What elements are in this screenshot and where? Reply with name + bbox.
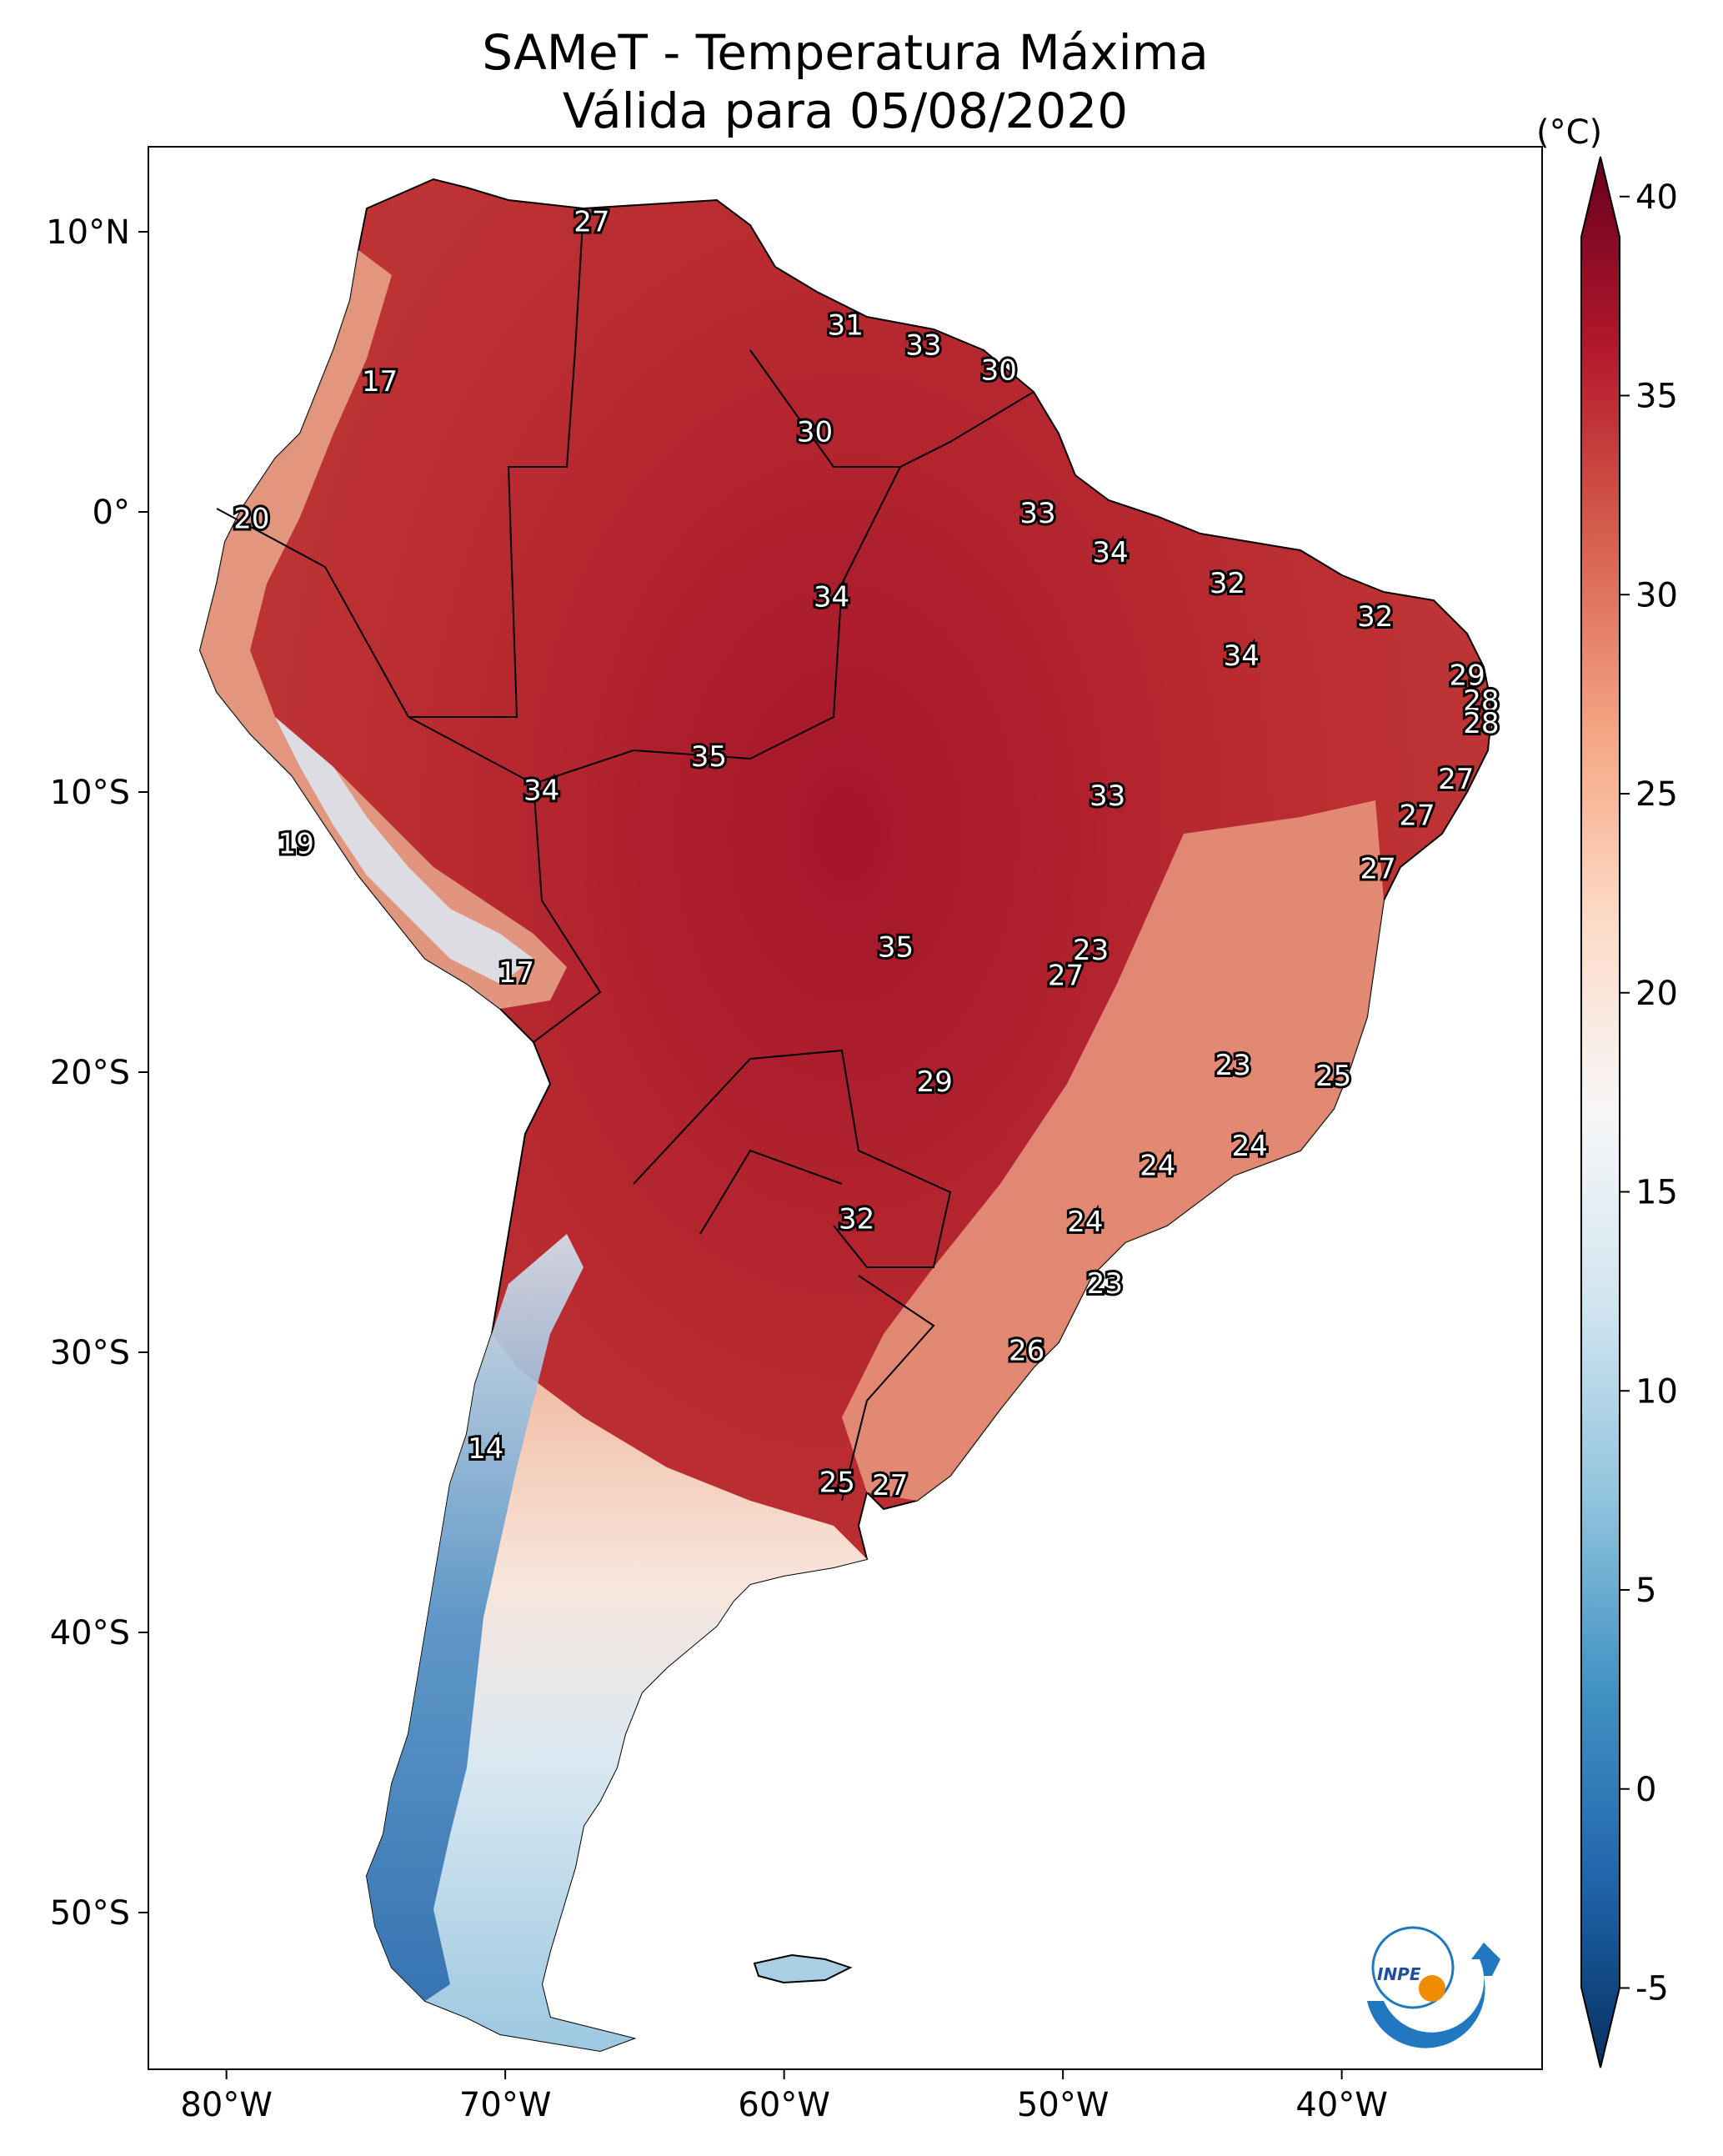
temperature-label: 24 [1139, 1150, 1175, 1183]
colorbar-tick-label: 10 [1635, 1372, 1678, 1411]
temperature-label: 32 [839, 1203, 874, 1236]
temperature-label: 19 [278, 827, 314, 860]
inpe-logo-circle [1371, 1926, 1455, 2009]
colorbar-ticks: 40 35 30 25 20 15 10 5 0 -5 [1620, 178, 1678, 2008]
lon-tick-label: 60°W [738, 2086, 829, 2124]
colorbar-tick-label: 0 [1635, 1771, 1656, 1809]
east-brazil-mild [842, 800, 1384, 1501]
lat-tick-label: 40°S [50, 1614, 130, 1652]
lon-tick-label: 70°W [459, 2086, 551, 2124]
colorbar-tick-label: 15 [1635, 1174, 1678, 1212]
temperature-label: 17 [362, 365, 398, 399]
temperature-label: 25 [819, 1466, 855, 1499]
temperature-label: 30 [797, 415, 833, 449]
temperature-label: 32 [1210, 567, 1245, 600]
lat-tick-label: 30°S [50, 1334, 130, 1372]
inpe-logo-text: INPE [1377, 1964, 1421, 1984]
colorbar-tick-label: 35 [1635, 378, 1678, 416]
lon-tick-label: 40°W [1295, 2086, 1387, 2124]
lon-tick-label: 80°W [180, 2086, 272, 2124]
colorbar-unit: (°C) [1536, 113, 1602, 152]
andes-cold-band [367, 1234, 584, 2001]
temperature-label: 24 [1067, 1206, 1103, 1239]
temperature-label: 25 [1315, 1060, 1351, 1093]
temperature-label: 34 [523, 775, 559, 808]
colorbar-tick-label: 20 [1635, 975, 1678, 1013]
latitude-ticks: 10°N 0° 10°S 20°S 30°S 40°S 50°S [46, 213, 148, 1933]
colorbar-tick-label: -5 [1635, 1970, 1669, 2008]
temperature-label: 27 [1048, 959, 1084, 992]
temperature-label: 20 [233, 503, 269, 536]
temperature-label: 27 [573, 205, 609, 238]
falkland-islands [753, 1953, 853, 1984]
temperature-label: 30 [981, 354, 1017, 388]
inpe-logo-sun [1419, 1975, 1445, 2002]
temperature-label: 28 [1463, 684, 1499, 718]
map-fill [198, 178, 1494, 2053]
temperature-label: 34 [1224, 639, 1260, 673]
temperature-label: 29 [1450, 659, 1485, 693]
lon-tick-label: 50°W [1017, 2086, 1109, 2124]
inpe-logo: INPE [1367, 1926, 1500, 2048]
temperature-label: 33 [1089, 780, 1125, 813]
temperature-label: 27 [1399, 800, 1435, 833]
temperature-label: 29 [917, 1065, 953, 1099]
inpe-logo-icon [1367, 1943, 1500, 2048]
lat-tick-label: 0° [93, 494, 130, 532]
longitude-ticks: 80°W 70°W 60°W 50°W 40°W [180, 2069, 1388, 2124]
lat-tick-label: 10°S [50, 774, 130, 812]
temperature-label: 14 [468, 1432, 503, 1466]
temperature-label: 33 [905, 328, 941, 362]
temperature-label: 27 [872, 1469, 908, 1502]
lat-tick-label: 10°N [46, 213, 130, 252]
temperature-label: 23 [1073, 934, 1109, 967]
temperature-label: 23 [1215, 1049, 1251, 1082]
map-title: SAMeT - Temperatura Máxima Válida para 0… [148, 23, 1542, 140]
country-borders [216, 208, 1034, 1502]
temperature-label: 26 [1009, 1335, 1044, 1368]
title-line-1: SAMeT - Temperatura Máxima [482, 24, 1209, 81]
title-line-2: Válida para 05/08/2020 [562, 83, 1129, 139]
temperature-label: 35 [691, 740, 727, 774]
axes-frame [148, 146, 1543, 2070]
colorbar-tick-label: 30 [1635, 576, 1678, 614]
colorbar-tick-label: 25 [1635, 775, 1678, 814]
temperature-label: 24 [1232, 1130, 1268, 1163]
lat-tick-label: 50°S [50, 1894, 130, 1933]
temperature-label: 33 [1019, 497, 1055, 530]
peru-cold-band [275, 717, 533, 984]
lat-tick-label: 20°S [50, 1054, 130, 1092]
colorbar-tick-label: 40 [1635, 178, 1678, 217]
temperature-label: 34 [1092, 536, 1128, 569]
temperature-label: 27 [1360, 853, 1396, 886]
temperature-label: 28 [1463, 707, 1499, 740]
temperature-label: 23 [1087, 1267, 1123, 1301]
temperature-label: 27 [1438, 763, 1474, 796]
colorbar-body [1580, 156, 1620, 2068]
colorbar: (°C) 40 35 30 25 20 15 10 5 0 -5 [1536, 113, 1678, 2068]
temperature-label: 35 [878, 931, 914, 965]
temperature-label: 31 [828, 309, 864, 343]
temperature-label: 34 [814, 581, 849, 614]
colorbar-tick-label: 5 [1635, 1572, 1656, 1610]
temperature-label: 32 [1357, 600, 1393, 634]
temperature-label: 17 [498, 956, 534, 990]
